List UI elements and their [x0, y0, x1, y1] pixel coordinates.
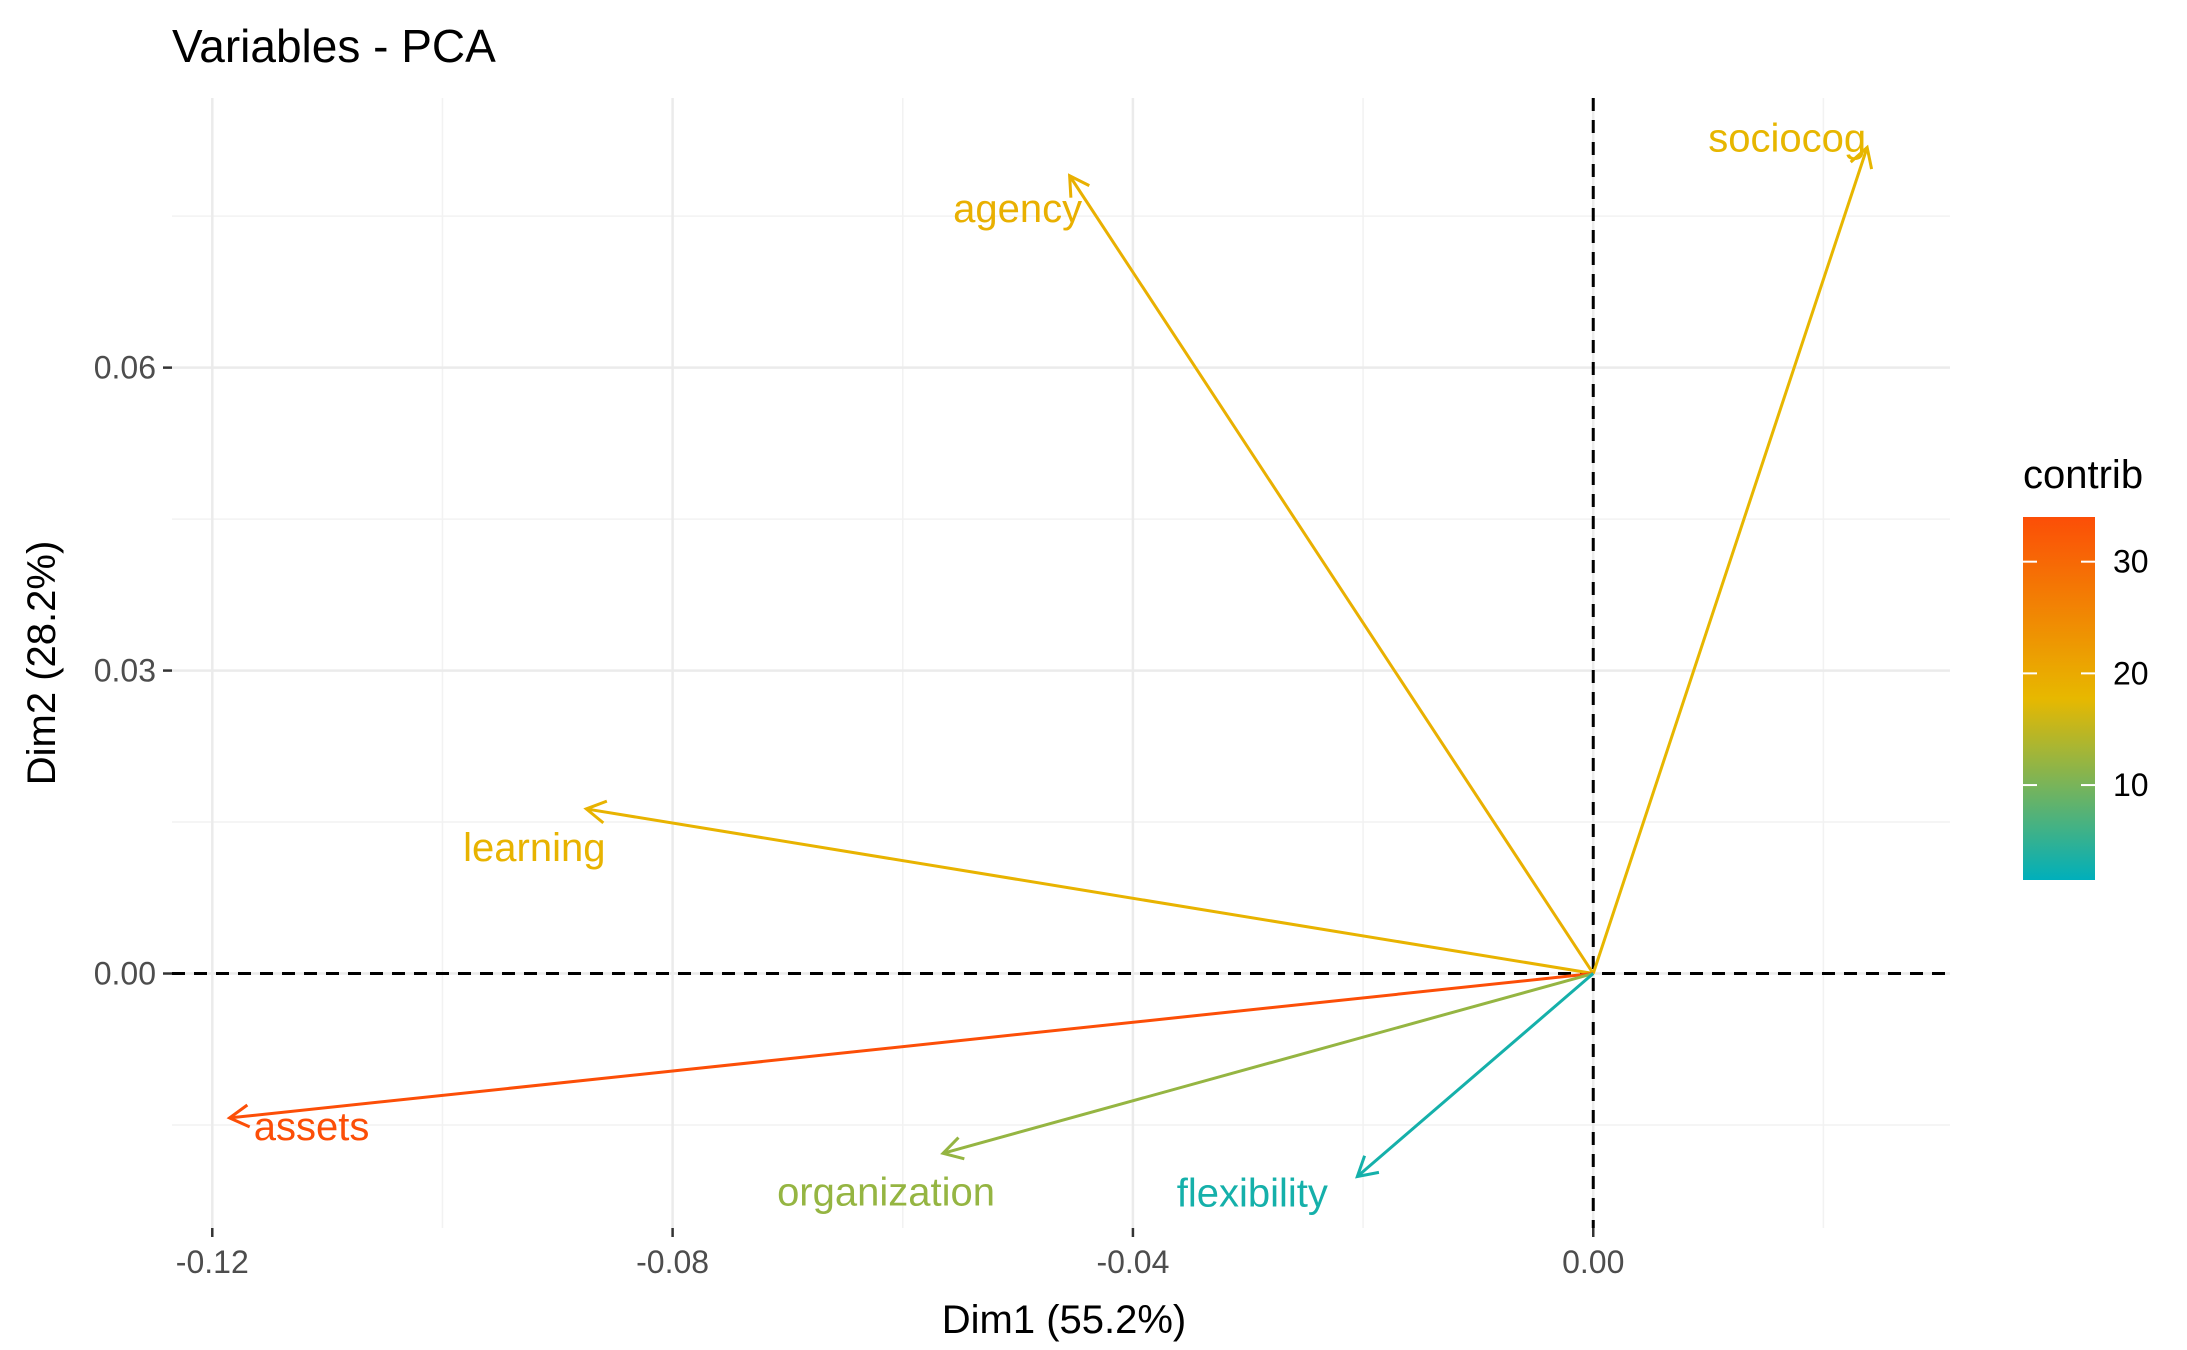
chart-title: Variables - PCA	[172, 20, 496, 72]
legend: contrib 10 20 30	[2023, 453, 2149, 880]
reference-lines	[172, 98, 1950, 1228]
x-axis-title: Dim1 (55.2%)	[942, 1298, 1187, 1342]
arrow-shaft-assets	[229, 972, 1594, 1120]
arrow-shaft-organization	[942, 972, 1594, 1155]
y-axis-title: Dim2 (28.2%)	[20, 541, 64, 786]
variable-label-agency: agency	[953, 187, 1082, 231]
arrow-head-flexibility	[1355, 1155, 1380, 1179]
arrow-head-assets	[226, 1103, 251, 1129]
x-tick-label: -0.12	[176, 1244, 249, 1280]
x-axis: -0.12 -0.08 -0.04 0.00	[176, 1228, 1624, 1280]
y-tick-label: 0.06	[94, 350, 156, 386]
arrow-head-organization	[940, 1136, 965, 1161]
arrow-assets	[226, 972, 1594, 1129]
x-tick-label: -0.04	[1096, 1244, 1169, 1280]
legend-colorbar	[2023, 517, 2095, 880]
variable-label-organization: organization	[777, 1170, 995, 1214]
arrow-shaft-agency	[1068, 174, 1595, 975]
grid-minor	[172, 98, 1950, 1228]
y-tick-label: 0.00	[94, 956, 156, 992]
arrow-sociocog	[1591, 144, 1874, 974]
variable-label-learning: learning	[463, 826, 605, 870]
grid-major	[172, 98, 1950, 1228]
arrow-flexibility	[1355, 972, 1595, 1179]
arrow-shaft-sociocog	[1591, 147, 1869, 974]
arrow-head-sociocog	[1849, 144, 1874, 170]
arrow-learning	[583, 799, 1594, 976]
legend-ticks: 10 20 30	[2023, 544, 2149, 803]
y-axis: 0.00 0.03 0.06	[94, 350, 172, 992]
variable-label-flexibility: flexibility	[1177, 1171, 1328, 1215]
variable-label-sociocog: sociocog	[1708, 116, 1866, 160]
arrow-shaft-learning	[586, 807, 1594, 976]
legend-tick-label: 30	[2113, 544, 2149, 580]
arrow-shaft-flexibility	[1356, 972, 1595, 1178]
legend-title: contrib	[2023, 453, 2143, 497]
y-tick-label: 0.03	[94, 653, 156, 689]
legend-tick-label: 10	[2113, 767, 2149, 803]
arrow-agency	[1067, 173, 1595, 975]
legend-tick-label: 20	[2113, 655, 2149, 691]
arrow-head-learning	[583, 799, 608, 825]
arrow-organization	[940, 972, 1594, 1161]
variable-label-assets: assets	[254, 1105, 370, 1149]
arrow-head-agency	[1067, 173, 1090, 198]
variable-arrows	[226, 144, 1874, 1179]
x-tick-label: -0.08	[636, 1244, 709, 1280]
variable-labels: sociocog agency learning assets organization…	[254, 116, 1866, 1215]
x-tick-label: 0.00	[1562, 1244, 1624, 1280]
